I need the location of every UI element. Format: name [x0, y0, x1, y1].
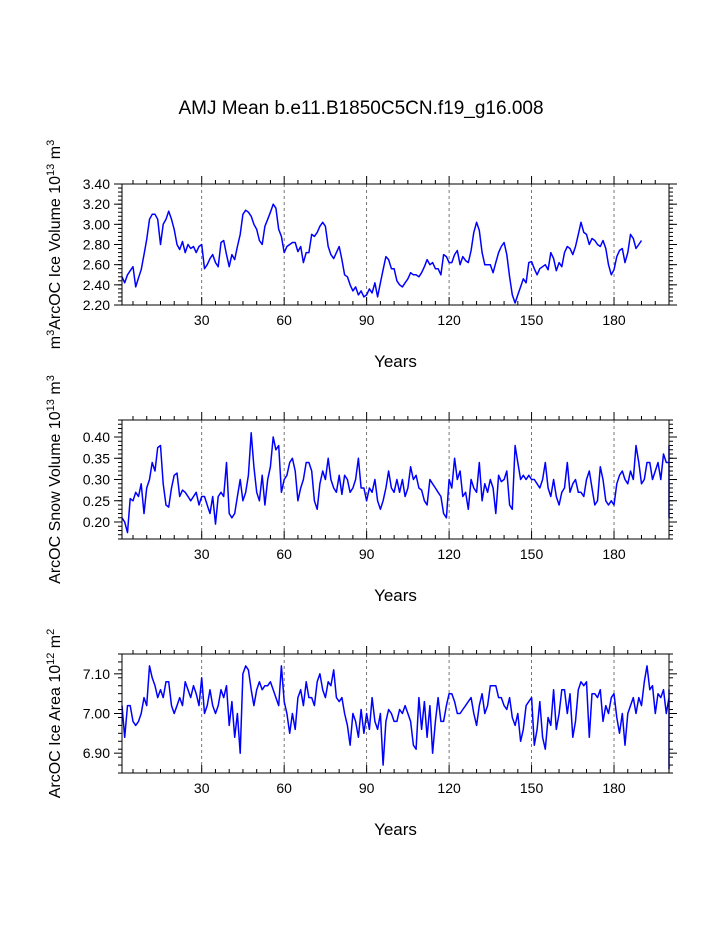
- y-tick-label: 2.20: [83, 297, 110, 313]
- x-tick-label: 30: [194, 312, 210, 328]
- x-tick-label: 30: [194, 780, 210, 796]
- y-axis-title: ArcOC Ice Area 1012 m2: [45, 629, 64, 799]
- y-tick-label: 2.80: [83, 237, 110, 253]
- x-tick-label: 150: [520, 546, 544, 562]
- panel-3: 30 60 90 120 150 180 6.90 7.00 7.10 Years ArcOC Ic…: [45, 629, 677, 839]
- x-tick-label: 60: [276, 780, 292, 796]
- x-tick-label: 120: [437, 312, 461, 328]
- series-line: [121, 203, 643, 304]
- series-line: [121, 432, 670, 534]
- y-tick-label: 0.30: [83, 472, 110, 488]
- y-tick-label: 6.90: [83, 745, 110, 761]
- y-tick-label: 0.35: [83, 450, 110, 466]
- y-tick-label: 0.25: [83, 493, 110, 509]
- y-tick-label: 3.00: [83, 216, 110, 232]
- y-axis-title: m3ArcOC Ice Volume 1013 m3: [45, 140, 64, 349]
- x-tick-label: 90: [359, 780, 375, 796]
- x-tick-label: 30: [194, 546, 210, 562]
- y-tick-label: 7.00: [83, 706, 110, 722]
- x-tick-label: 60: [276, 546, 292, 562]
- x-tick-label: 120: [437, 780, 461, 796]
- x-axis-title: Years: [374, 820, 417, 839]
- x-tick-label: 90: [359, 546, 375, 562]
- x-tick-label: 180: [602, 780, 626, 796]
- y-axis-title: ArcOC Snow Volume 1013 m3: [45, 375, 64, 584]
- y-tick-label: 3.40: [83, 176, 110, 192]
- y-tick-label: 0.40: [83, 429, 110, 445]
- y-tick-label: 3.20: [83, 196, 110, 212]
- y-tick-label: 0.20: [83, 514, 110, 530]
- series-line: [121, 665, 670, 770]
- panel-1: 30 60 90 120 150 180 2.20 2.40 2.60 2.80 3.00 3.20 3…: [45, 140, 677, 371]
- x-axis-title: Years: [374, 586, 417, 605]
- panels: 30 60 90 120 150 180 2.20 2.40 2.60 2.80 3.00 3.20 3…: [45, 140, 677, 839]
- plot-frame: [121, 183, 670, 306]
- x-tick-label: 120: [437, 546, 461, 562]
- x-tick-label: 150: [520, 312, 544, 328]
- figure-title: AMJ Mean b.e11.B1850C5CN.f19_g16.008: [178, 98, 543, 119]
- x-tick-label: 90: [359, 312, 375, 328]
- panel-2: 30 60 90 120 150 180 0.20 0.25 0.30 0.35 0.40 Years…: [45, 375, 677, 605]
- x-tick-label: 180: [602, 546, 626, 562]
- x-tick-label: 180: [602, 312, 626, 328]
- x-axis-title: Years: [374, 352, 417, 371]
- x-tick-label: 60: [276, 312, 292, 328]
- y-tick-label: 2.40: [83, 277, 110, 293]
- y-tick-label: 2.60: [83, 257, 110, 273]
- x-tick-label: 150: [520, 780, 544, 796]
- y-tick-label: 7.10: [83, 666, 110, 682]
